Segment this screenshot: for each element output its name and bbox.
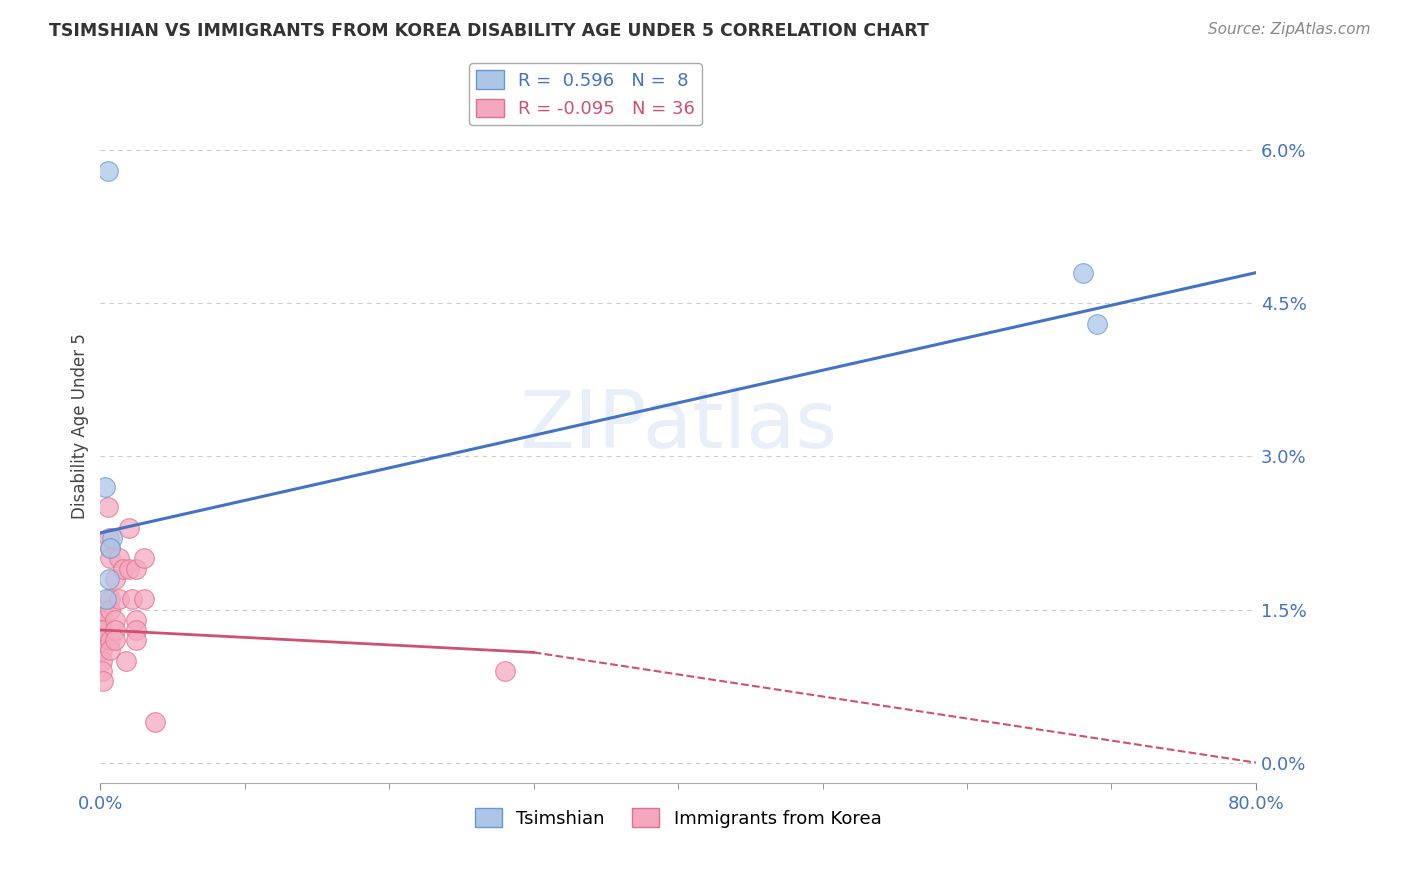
Point — [125, 562, 148, 576]
Point — [104, 572, 127, 586]
Point — [132, 592, 155, 607]
Legend: Tsimshian, Immigrants from Korea: Tsimshian, Immigrants from Korea — [468, 801, 889, 835]
Text: Source: ZipAtlas.com: Source: ZipAtlas.com — [1208, 22, 1371, 37]
Point — [90, 613, 112, 627]
Point — [1085, 317, 1108, 331]
Point — [108, 551, 131, 566]
Text: ZIPatlas: ZIPatlas — [519, 387, 837, 465]
Point — [100, 592, 122, 607]
Point — [90, 643, 112, 657]
Point — [97, 500, 120, 515]
Point — [94, 592, 117, 607]
Point — [97, 163, 120, 178]
Point — [118, 562, 141, 576]
Point — [91, 623, 114, 637]
Point — [91, 673, 114, 688]
Point — [100, 643, 122, 657]
Point — [104, 633, 127, 648]
Point — [118, 521, 141, 535]
Point — [104, 623, 127, 637]
Point — [125, 613, 148, 627]
Point — [100, 541, 122, 556]
Point — [90, 633, 112, 648]
Point — [112, 562, 135, 576]
Point — [125, 623, 148, 637]
Point — [100, 633, 122, 648]
Point — [90, 654, 112, 668]
Point — [93, 480, 115, 494]
Point — [100, 551, 122, 566]
Point — [101, 531, 124, 545]
Point — [98, 531, 121, 545]
Point — [1071, 266, 1094, 280]
Point — [100, 541, 122, 556]
Point — [104, 613, 127, 627]
Point — [100, 602, 122, 616]
Point — [90, 664, 112, 678]
Text: TSIMSHIAN VS IMMIGRANTS FROM KOREA DISABILITY AGE UNDER 5 CORRELATION CHART: TSIMSHIAN VS IMMIGRANTS FROM KOREA DISAB… — [49, 22, 929, 40]
Point — [115, 654, 138, 668]
Point — [90, 623, 112, 637]
Point — [108, 592, 131, 607]
Point — [90, 602, 112, 616]
Y-axis label: Disability Age Under 5: Disability Age Under 5 — [72, 333, 89, 519]
Point — [125, 633, 148, 648]
Point — [121, 592, 143, 607]
Point — [132, 551, 155, 566]
Point — [494, 664, 516, 678]
Point — [143, 714, 166, 729]
Point — [98, 572, 121, 586]
